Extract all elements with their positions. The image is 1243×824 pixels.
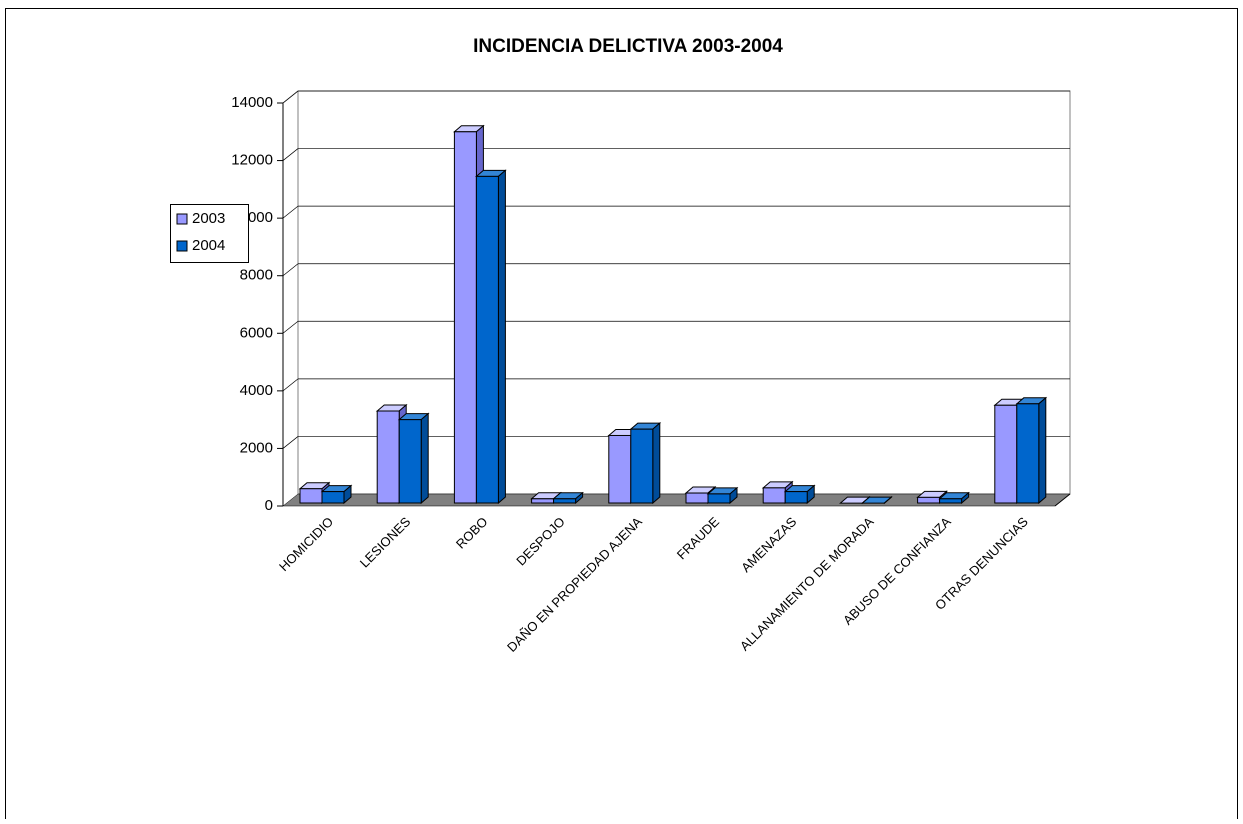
y-tick-label: 2000 — [240, 439, 273, 456]
y-tick-label: 0 — [265, 497, 273, 514]
y-tick-label: 8000 — [240, 267, 273, 284]
grid-line — [282, 90, 299, 104]
floor-edge — [1054, 493, 1071, 507]
bar — [707, 493, 731, 504]
bar — [762, 487, 786, 504]
legend-label: 2004 — [192, 237, 225, 254]
bar — [453, 131, 477, 504]
y-tick-label: 12000 — [231, 152, 273, 169]
legend-label: 2003 — [192, 210, 225, 227]
bar — [299, 488, 323, 504]
grid-line — [282, 378, 299, 392]
bar — [630, 428, 654, 504]
y-tick-label: 4000 — [240, 382, 273, 399]
bar-side — [1038, 396, 1047, 505]
y-tick-label: 14000 — [231, 94, 273, 111]
legend-swatch — [176, 240, 188, 252]
grid-line — [282, 263, 299, 276]
legend-box — [170, 204, 249, 263]
bar — [475, 175, 499, 504]
grid-line — [282, 436, 299, 449]
bar-side — [420, 412, 429, 505]
bar-side — [652, 422, 661, 505]
chart-title: INCIDENCIA DELICTIVA 2003-2004 — [473, 36, 783, 57]
grid-line — [282, 205, 299, 219]
bar — [784, 491, 808, 504]
legend-swatch — [176, 213, 188, 225]
bar — [321, 491, 345, 504]
bar — [685, 492, 709, 504]
bar — [553, 498, 577, 504]
bar — [608, 434, 632, 504]
bar-side — [497, 169, 506, 505]
bar — [1016, 403, 1040, 504]
bar — [376, 410, 400, 504]
bar — [939, 498, 963, 504]
grid-line — [282, 321, 299, 334]
bar — [994, 404, 1018, 504]
legend: 2003 2004 — [170, 204, 249, 263]
y-tick-label: 6000 — [240, 324, 273, 341]
bar — [398, 419, 422, 504]
bar-side — [883, 495, 892, 505]
bar — [531, 498, 555, 504]
grid-line — [282, 148, 299, 161]
bar — [917, 496, 941, 504]
